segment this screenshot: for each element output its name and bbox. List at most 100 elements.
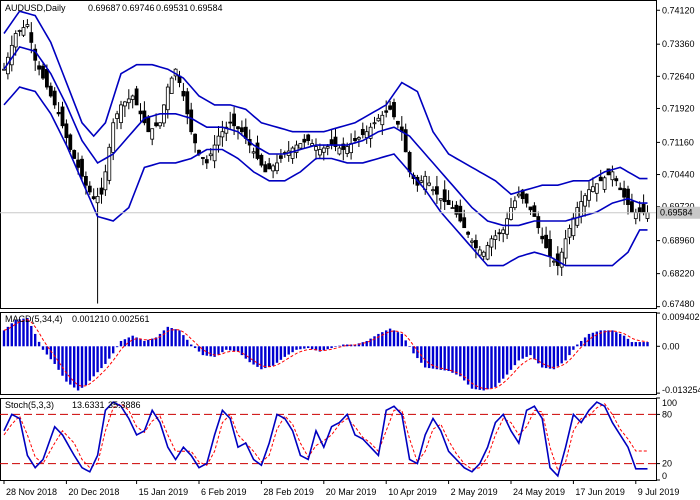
candle — [567, 224, 572, 245]
candle-body — [317, 149, 322, 156]
candle-body — [384, 110, 389, 113]
candle — [501, 227, 506, 243]
candle-body — [372, 122, 377, 125]
price-header-close: 0.69584 — [190, 3, 223, 13]
candle — [64, 119, 69, 147]
candle — [91, 188, 96, 201]
stochastic-panel — [0, 401, 656, 478]
price-header-symbol: AUDUSD,Daily — [5, 3, 66, 13]
candle-body — [87, 185, 92, 193]
candle — [622, 180, 626, 205]
candle-body — [575, 207, 580, 226]
candle — [415, 174, 420, 192]
candle-body — [431, 189, 435, 192]
y-tick-label: 0.70440 — [662, 170, 695, 180]
candle — [99, 177, 104, 204]
candle — [481, 250, 486, 261]
candle — [536, 211, 541, 234]
x-tick-label: 15 Jan 2019 — [139, 487, 189, 497]
candle-body — [2, 68, 6, 71]
candle — [302, 134, 307, 149]
candle-body — [470, 240, 474, 243]
candle — [446, 190, 451, 205]
candle-body — [329, 139, 334, 146]
y-tick-label: 0.71160 — [662, 137, 694, 147]
candle — [384, 100, 389, 118]
candle-body — [630, 201, 634, 213]
x-tick-label: 28 Nov 2018 — [6, 487, 57, 497]
candle-body — [602, 177, 607, 190]
y-tick-label: 0.00 — [662, 341, 680, 351]
candle — [158, 122, 162, 129]
candle-body — [388, 105, 393, 110]
candle-body — [208, 153, 213, 157]
candle-body — [228, 121, 233, 124]
candle-body — [509, 207, 513, 220]
candle — [193, 133, 198, 153]
candle — [548, 230, 552, 268]
stoch-signal-line — [3, 403, 648, 472]
candle — [438, 198, 443, 210]
candle-body — [200, 157, 205, 159]
candle — [626, 185, 630, 215]
candle-body — [489, 238, 494, 248]
candle — [353, 130, 357, 144]
candle-body — [532, 205, 537, 217]
candle-body — [442, 189, 447, 203]
candle — [224, 121, 229, 142]
y-tick-label: 0 — [662, 471, 667, 481]
candle — [540, 227, 545, 244]
candle-body — [111, 122, 116, 153]
candle-body — [614, 178, 619, 182]
candle-body — [353, 138, 357, 142]
candle-body — [267, 163, 272, 170]
price-header-low: 0.69531 — [156, 3, 189, 13]
candle — [161, 104, 166, 127]
candle — [29, 22, 34, 54]
candle-body — [302, 138, 307, 143]
candle — [419, 175, 424, 184]
candle — [134, 85, 139, 106]
candle-body — [158, 122, 162, 127]
candle — [33, 44, 38, 71]
candle — [591, 177, 595, 193]
candle-body — [251, 151, 256, 154]
candle-body — [142, 110, 147, 124]
candle-body — [84, 175, 88, 186]
stoch-header-signal: 35.3886 — [108, 400, 141, 410]
candle — [454, 201, 459, 218]
candle-body — [637, 207, 642, 214]
x-tick-label: 2 May 2019 — [451, 487, 498, 497]
candle — [364, 125, 369, 144]
candle-body — [169, 77, 174, 94]
candle-body — [154, 122, 159, 127]
x-tick-label: 17 Jun 2019 — [575, 487, 625, 497]
macd-header-main: 0.001210 — [72, 314, 110, 324]
candle-body — [587, 189, 591, 201]
candle-body — [259, 154, 264, 166]
candle-body — [150, 128, 155, 140]
candle-body — [212, 144, 217, 162]
candle-body — [360, 128, 365, 136]
macd-header-signal: 0.002561 — [112, 314, 150, 324]
candle-body — [29, 32, 34, 43]
candle — [306, 133, 311, 146]
candle-body — [271, 165, 276, 172]
x-tick-label: 10 Apr 2019 — [388, 487, 437, 497]
candle-body — [356, 137, 361, 140]
macd-signal-line — [3, 319, 648, 390]
candle — [259, 153, 264, 168]
candle-body — [68, 134, 73, 150]
candle — [228, 111, 233, 129]
candle-body — [17, 30, 22, 32]
candle-body — [325, 146, 330, 149]
y-tick-label: 0.67480 — [662, 299, 695, 309]
candle — [450, 200, 455, 209]
candle-body — [126, 98, 131, 104]
candle — [37, 61, 41, 76]
candle-body — [540, 235, 545, 240]
candle — [216, 126, 221, 153]
candle-body — [434, 186, 439, 195]
candle — [200, 157, 205, 166]
